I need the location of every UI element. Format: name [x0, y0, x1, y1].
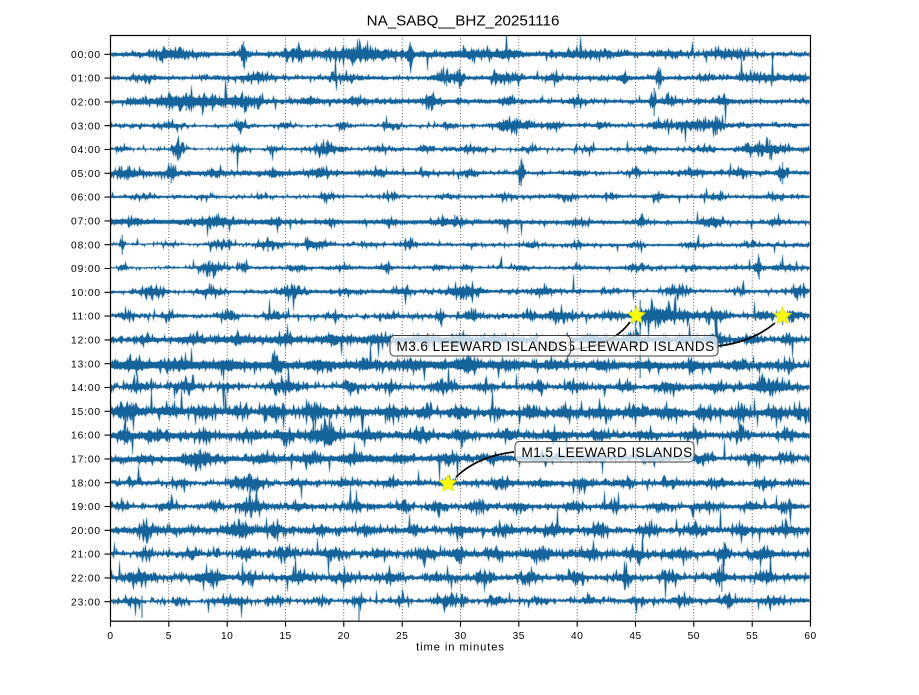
- svg-text:60: 60: [804, 631, 816, 642]
- svg-text:16:00: 16:00: [71, 431, 101, 442]
- svg-text:15:00: 15:00: [71, 407, 101, 418]
- svg-text:15: 15: [279, 631, 291, 642]
- svg-text:M3.6 LEEWARD ISLANDS: M3.6 LEEWARD ISLANDS: [397, 339, 568, 354]
- svg-text:0: 0: [107, 631, 113, 642]
- svg-text:01:00: 01:00: [71, 74, 101, 85]
- svg-text:M1.5 LEEWARD ISLANDS: M1.5 LEEWARD ISLANDS: [522, 445, 693, 460]
- svg-text:25: 25: [396, 631, 408, 642]
- svg-text:time in minutes: time in minutes: [416, 642, 505, 654]
- svg-text:30: 30: [454, 631, 466, 642]
- svg-text:45: 45: [629, 631, 641, 642]
- svg-text:08:00: 08:00: [71, 240, 101, 251]
- svg-text:03:00: 03:00: [71, 121, 101, 132]
- svg-text:05:00: 05:00: [71, 169, 101, 180]
- svg-text:07:00: 07:00: [71, 217, 101, 228]
- svg-text:09:00: 09:00: [71, 264, 101, 275]
- svg-text:10:00: 10:00: [71, 288, 101, 299]
- svg-text:04:00: 04:00: [71, 145, 101, 156]
- svg-text:20: 20: [338, 631, 350, 642]
- svg-text:13:00: 13:00: [71, 359, 101, 370]
- svg-text:23:00: 23:00: [71, 597, 101, 608]
- svg-text:40: 40: [571, 631, 583, 642]
- svg-text:02:00: 02:00: [71, 98, 101, 109]
- svg-text:35: 35: [513, 631, 525, 642]
- svg-text:5: 5: [166, 631, 172, 642]
- svg-text:17:00: 17:00: [71, 455, 101, 466]
- svg-text:11:00: 11:00: [72, 312, 101, 323]
- svg-text:NA_SABQ__BHZ_20251116: NA_SABQ__BHZ_20251116: [367, 13, 560, 30]
- svg-text:00:00: 00:00: [71, 50, 101, 61]
- svg-text:22:00: 22:00: [71, 574, 101, 585]
- svg-text:06:00: 06:00: [71, 193, 101, 204]
- svg-text:19:00: 19:00: [71, 502, 101, 513]
- svg-text:20:00: 20:00: [71, 526, 101, 537]
- svg-text:M2.5 LEEWARD ISLANDS: M2.5 LEEWARD ISLANDS: [544, 339, 715, 354]
- svg-text:14:00: 14:00: [71, 383, 101, 394]
- svg-text:55: 55: [746, 631, 758, 642]
- svg-text:12:00: 12:00: [71, 336, 101, 347]
- svg-text:21:00: 21:00: [71, 550, 101, 561]
- svg-text:18:00: 18:00: [71, 478, 101, 489]
- svg-text:50: 50: [688, 631, 700, 642]
- svg-text:10: 10: [221, 631, 233, 642]
